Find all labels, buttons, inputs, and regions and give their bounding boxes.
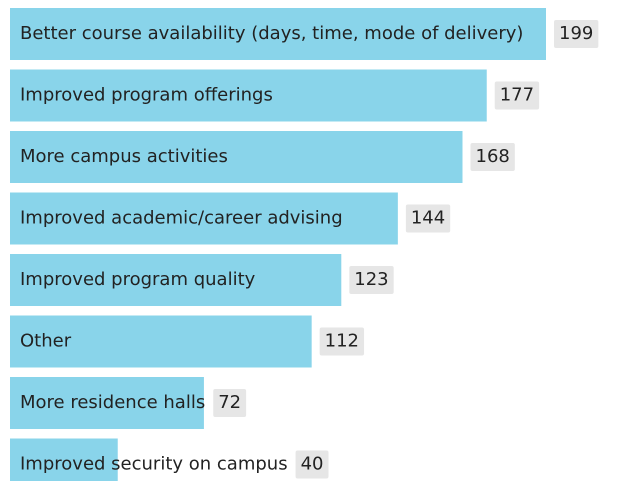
bar <box>10 377 204 429</box>
value-label: 40 <box>301 454 324 475</box>
bar <box>10 438 118 481</box>
bar <box>10 131 463 183</box>
value-label: 112 <box>325 331 359 352</box>
value-label-box <box>470 143 515 171</box>
bar-label: More residence halls <box>20 392 205 413</box>
value-label: 72 <box>218 392 241 413</box>
bar <box>10 254 342 306</box>
value-label: 177 <box>500 85 534 106</box>
value-label-box <box>554 20 599 48</box>
value-label: 199 <box>559 23 593 44</box>
bar <box>10 192 398 245</box>
bar-label: Other <box>20 331 72 352</box>
bar <box>10 8 546 60</box>
value-label-box <box>494 81 540 110</box>
value-label-box <box>295 450 329 479</box>
value-label-box <box>213 389 247 417</box>
bar-label: More campus activities <box>20 146 228 167</box>
bar <box>10 69 487 122</box>
value-label-box <box>405 204 451 233</box>
bar <box>10 315 312 368</box>
bar-label: Improved academic/career advising <box>20 208 343 229</box>
bar-label: Improved program quality <box>20 269 256 290</box>
value-label: 168 <box>476 146 510 167</box>
bar-label: Better course availability (days, time, … <box>20 23 523 44</box>
value-label: 123 <box>354 269 388 290</box>
value-label-box <box>319 327 365 356</box>
bar-label: Improved program offerings <box>20 85 273 106</box>
value-label: 144 <box>411 208 445 229</box>
value-label-box <box>349 266 394 294</box>
bar-label: Improved security on campus <box>20 454 288 475</box>
